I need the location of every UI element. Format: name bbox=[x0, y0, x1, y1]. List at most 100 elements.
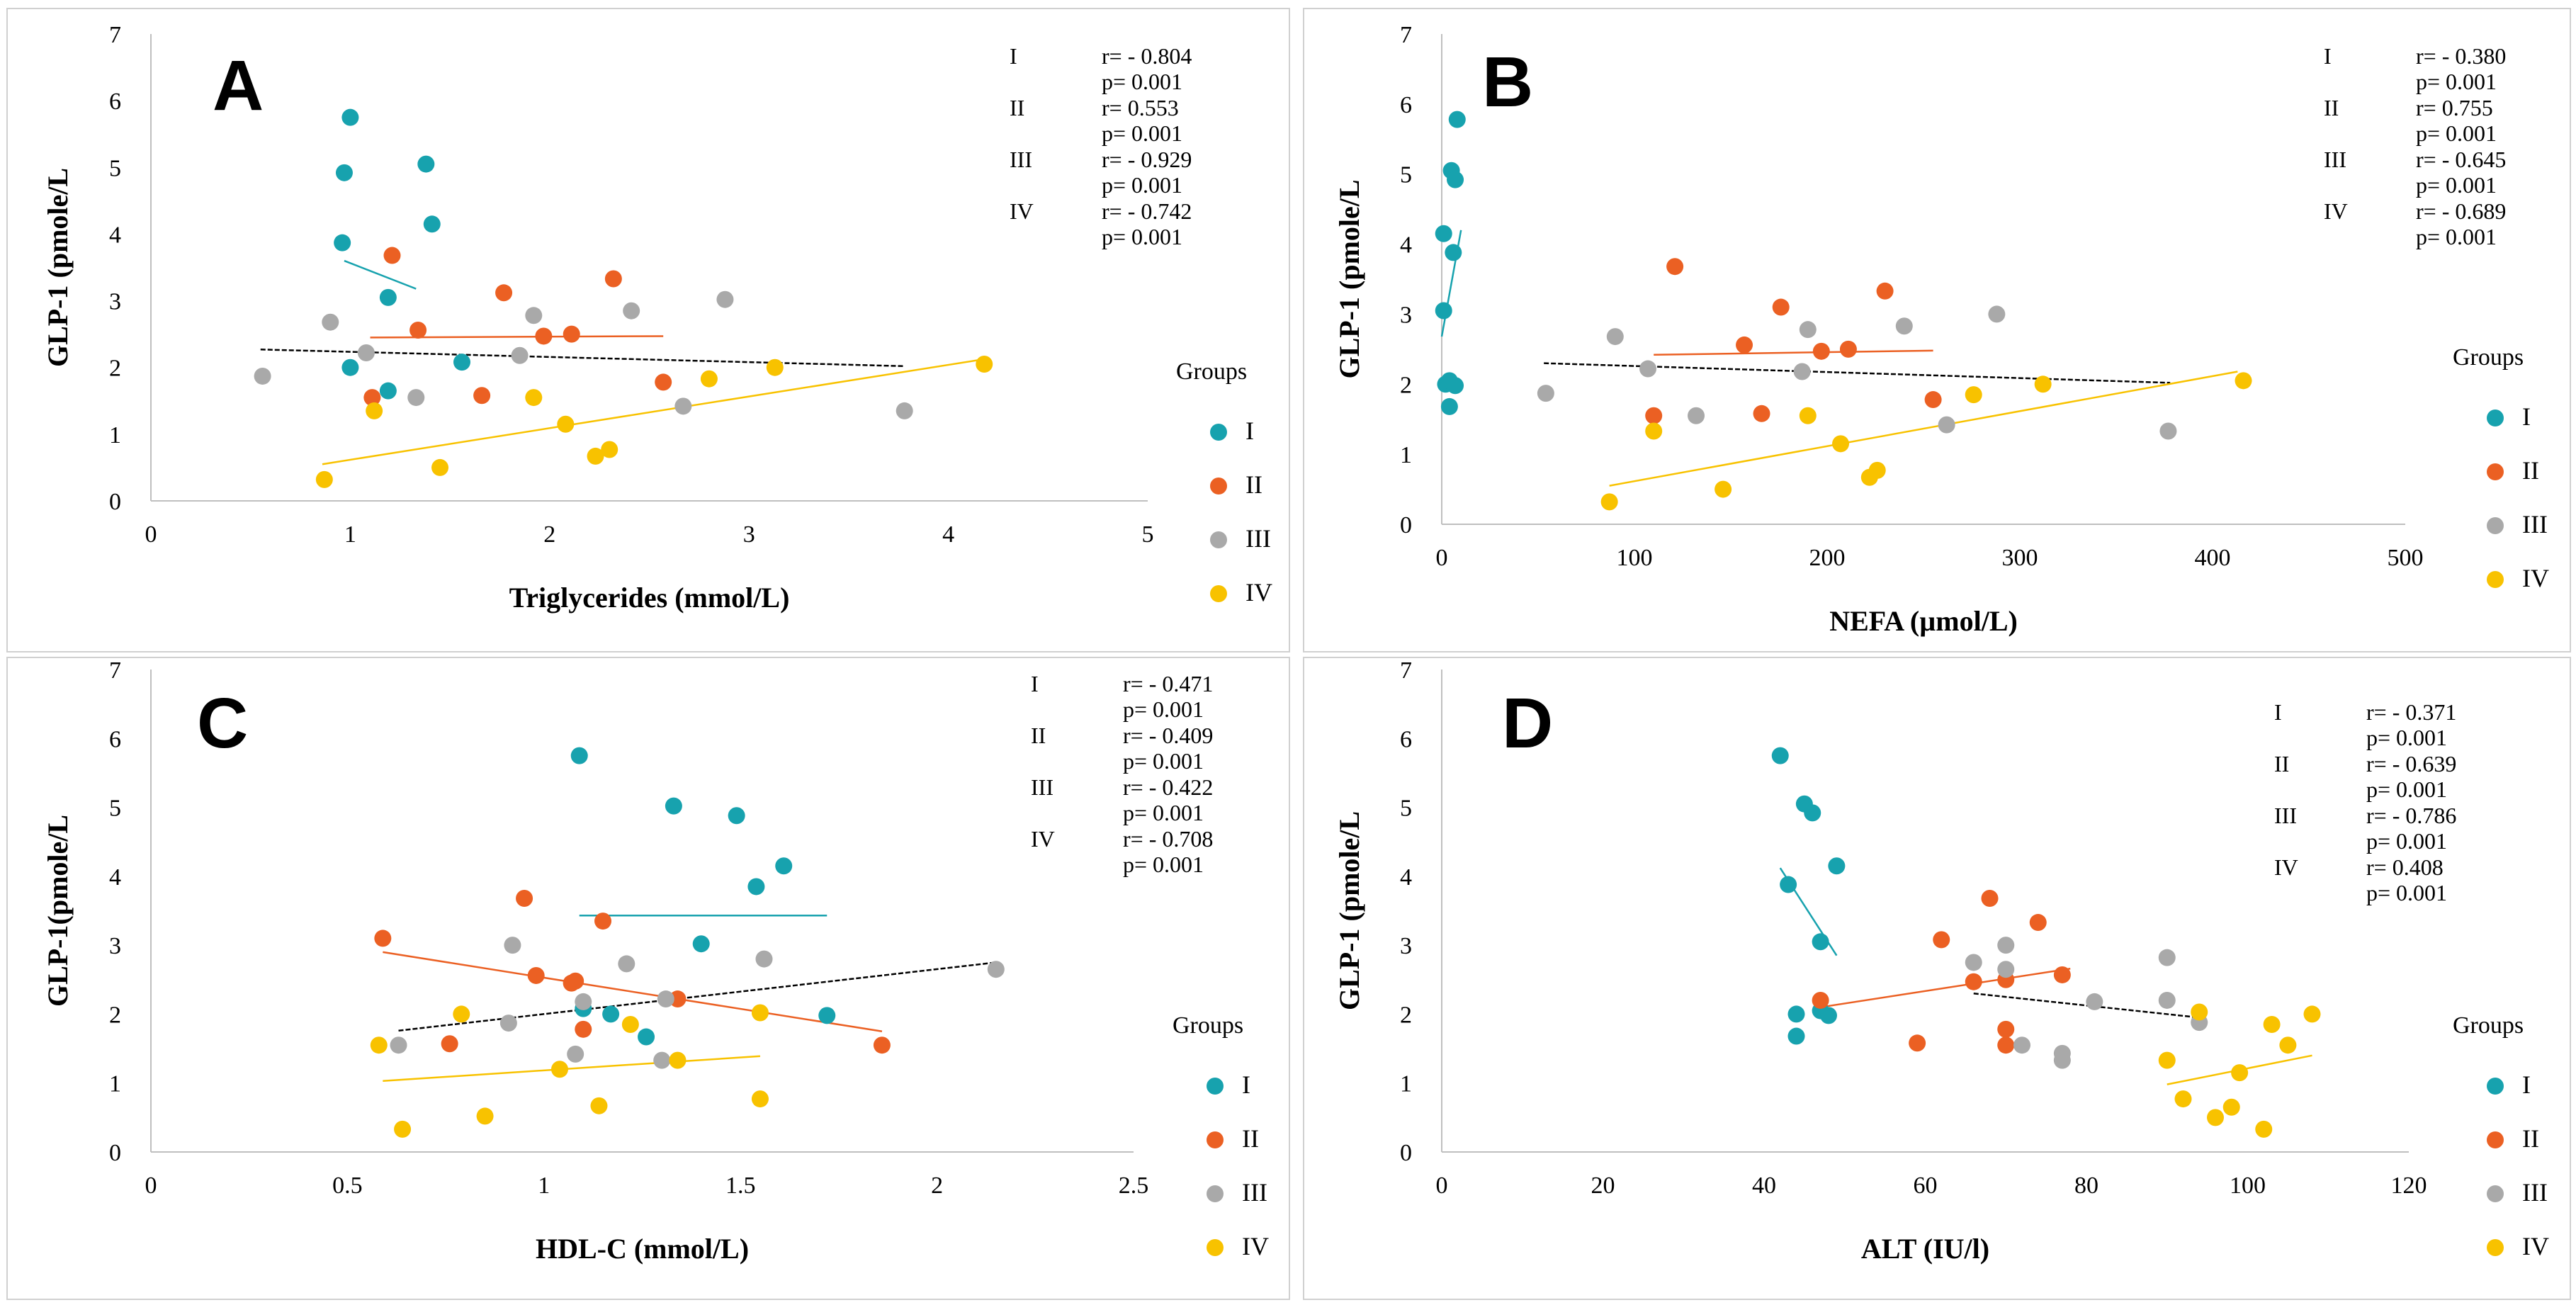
y-tick-label: 7 bbox=[1400, 22, 1412, 48]
data-point-group-ii bbox=[655, 373, 672, 391]
annotation-group-label: IV bbox=[2274, 854, 2298, 880]
annotation-r-value: r= 0.553 bbox=[1102, 95, 1179, 120]
data-point-group-i bbox=[1780, 876, 1797, 893]
legend-title: Groups bbox=[1173, 1012, 1243, 1039]
data-point-group-iii bbox=[2158, 949, 2176, 966]
data-point-group-iii bbox=[1793, 363, 1811, 380]
data-point-group-iii bbox=[2086, 993, 2103, 1010]
data-point-group-iii bbox=[2159, 422, 2177, 440]
x-tick-label: 500 bbox=[2388, 545, 2424, 571]
data-point-group-i bbox=[423, 215, 441, 233]
panel-letter: A bbox=[213, 46, 264, 125]
x-tick-label: 20 bbox=[1591, 1173, 1615, 1199]
panel-d: 0 1 2 3 4 5 6 7 0 20 40 60 80 100 120 ALT (IU/l) GLP-1 (… bbox=[1303, 657, 2571, 1300]
data-point-group-ii bbox=[535, 327, 553, 345]
data-point-group-iv bbox=[2222, 1098, 2240, 1116]
data-point-group-iii bbox=[525, 307, 543, 324]
x-tick-label: 120 bbox=[2391, 1173, 2427, 1199]
legend-marker-ii bbox=[2487, 1131, 2504, 1148]
annotation-p-value: p= 0.001 bbox=[2416, 224, 2497, 249]
data-point-group-i bbox=[775, 857, 793, 875]
data-point-group-ii bbox=[1965, 973, 1982, 990]
data-point-group-ii bbox=[1812, 342, 1830, 360]
data-point-group-iii bbox=[987, 961, 1005, 978]
panel-letter: C bbox=[197, 684, 248, 763]
x-tick-label: 1.5 bbox=[725, 1173, 756, 1199]
y-tick-label: 5 bbox=[1400, 162, 1412, 188]
data-point-group-i bbox=[1812, 933, 1829, 951]
y-tick-label: 1 bbox=[109, 1071, 121, 1097]
data-point-group-iv bbox=[315, 470, 333, 488]
data-point-group-iii bbox=[1799, 321, 1817, 339]
x-tick-label: 2 bbox=[931, 1173, 943, 1199]
data-point-group-i bbox=[1447, 377, 1464, 395]
annotation-p-value: p= 0.001 bbox=[1123, 852, 1204, 877]
data-point-group-iv bbox=[587, 447, 604, 465]
x-axis-label: Triglycerides (mmol/L) bbox=[509, 582, 790, 614]
x-tick-label: 1 bbox=[538, 1173, 550, 1199]
legend-marker-iv bbox=[2487, 1239, 2504, 1256]
x-tick-label: 300 bbox=[2002, 545, 2038, 571]
data-point-group-i bbox=[1804, 804, 1821, 822]
legend-marker-i bbox=[2487, 409, 2504, 426]
data-point-group-iii bbox=[575, 993, 592, 1010]
legend-label-iii: III bbox=[1242, 1178, 1267, 1207]
data-point-group-iv bbox=[751, 1090, 769, 1108]
trendline-group-ii bbox=[1654, 349, 1933, 356]
data-point-group-i bbox=[1448, 111, 1466, 128]
data-point-group-iv bbox=[1799, 407, 1817, 424]
annotation-r-value: r= - 0.409 bbox=[1123, 723, 1213, 748]
y-tick-label: 7 bbox=[109, 22, 121, 48]
legend-label-iii: III bbox=[1245, 524, 1271, 553]
data-point-group-iv bbox=[2303, 1005, 2321, 1023]
data-point-group-ii bbox=[2053, 966, 2071, 983]
data-point-group-iv bbox=[1600, 493, 1618, 511]
data-point-group-iv bbox=[1714, 480, 1732, 498]
legend-marker-iii bbox=[1210, 531, 1227, 548]
panel-b: 0 1 2 3 4 5 6 7 0 100 200 300 400 500 NEFA (µmol/L) GLP… bbox=[1303, 8, 2571, 652]
trendline-group-iv bbox=[1609, 371, 2238, 487]
data-point-group-iii bbox=[1997, 937, 2015, 954]
x-tick-label: 0 bbox=[145, 1173, 157, 1199]
x-tick-label: 3 bbox=[743, 521, 755, 548]
annotation-group-label: IV bbox=[2324, 198, 2348, 224]
annotation-p-value: p= 0.001 bbox=[1123, 748, 1204, 774]
data-point-group-ii bbox=[1997, 1036, 2015, 1054]
data-point-group-iv bbox=[2231, 1064, 2249, 1082]
y-tick-label: 6 bbox=[1400, 726, 1412, 752]
data-point-group-ii bbox=[1876, 282, 1894, 300]
panel-border bbox=[1303, 657, 2571, 1300]
panel-letter: D bbox=[1502, 684, 1553, 763]
data-point-group-i bbox=[638, 1028, 655, 1046]
data-point-group-i bbox=[1447, 171, 1464, 188]
annotation-p-value: p= 0.001 bbox=[1123, 800, 1204, 825]
x-tick-label: 100 bbox=[2230, 1173, 2266, 1199]
y-tick-label: 5 bbox=[109, 155, 121, 181]
annotation-p-value: p= 0.001 bbox=[1123, 696, 1204, 722]
data-point-group-ii bbox=[1666, 258, 1684, 276]
y-axis-label: GLP-1(pmole/L bbox=[42, 815, 74, 1007]
legend-marker-i bbox=[1210, 424, 1227, 441]
data-point-group-iii bbox=[1965, 954, 1982, 971]
annotation-group-label: I bbox=[2274, 699, 2282, 725]
data-point-group-iv bbox=[2158, 1051, 2176, 1069]
trendline-group-ii bbox=[1820, 967, 2071, 1008]
y-tick-label: 5 bbox=[109, 796, 121, 822]
y-tick-label: 0 bbox=[109, 1140, 121, 1166]
y-tick-label: 6 bbox=[109, 726, 121, 752]
data-point-group-iv bbox=[394, 1120, 412, 1138]
data-point-group-ii bbox=[1812, 991, 1829, 1009]
data-point-group-ii bbox=[604, 270, 622, 288]
data-point-group-i bbox=[1771, 747, 1789, 764]
legend-label-iii: III bbox=[2522, 1178, 2548, 1207]
data-point-group-ii bbox=[594, 913, 612, 930]
annotation-group-label: IV bbox=[1010, 198, 1034, 224]
data-point-group-i bbox=[1445, 244, 1462, 261]
data-point-group-ii bbox=[1645, 407, 1663, 424]
annotation-p-value: p= 0.001 bbox=[1102, 120, 1182, 146]
y-tick-label: 3 bbox=[109, 933, 121, 959]
x-tick-label: 100 bbox=[1617, 545, 1653, 571]
data-point-group-i bbox=[1828, 857, 1846, 875]
x-tick-label: 2 bbox=[543, 521, 555, 548]
data-point-group-iv bbox=[1868, 461, 1886, 479]
